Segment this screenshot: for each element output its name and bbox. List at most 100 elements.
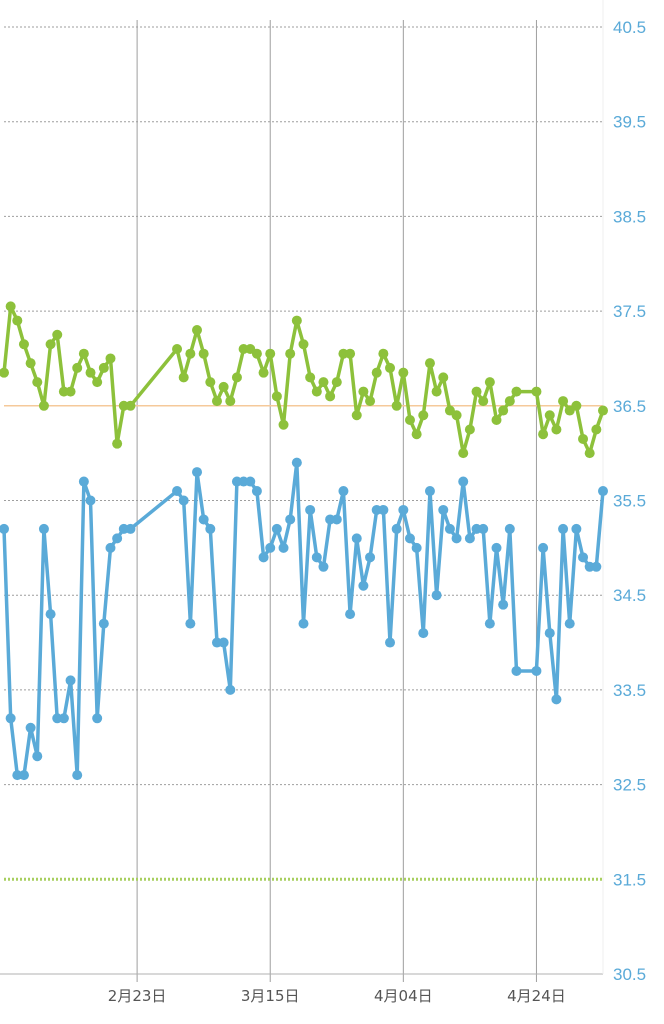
data-point <box>358 580 369 591</box>
data-point <box>358 386 369 397</box>
data-point <box>258 367 269 378</box>
data-point <box>45 609 56 620</box>
data-point <box>438 372 449 383</box>
data-point <box>231 372 242 383</box>
data-point <box>78 476 89 487</box>
data-point <box>92 377 103 388</box>
data-point <box>172 486 183 497</box>
y-tick-label: 34.5 <box>613 586 646 605</box>
data-point <box>464 533 475 544</box>
y-tick-label: 37.5 <box>613 302 646 321</box>
data-point <box>198 514 209 525</box>
data-point <box>92 713 103 724</box>
data-point <box>285 514 296 525</box>
data-point <box>25 358 36 369</box>
data-point <box>205 523 216 534</box>
data-point <box>125 400 136 411</box>
data-point <box>52 329 63 340</box>
data-point <box>365 552 376 563</box>
data-point <box>598 405 608 416</box>
data-point <box>178 372 189 383</box>
data-point <box>192 325 203 336</box>
data-point <box>378 504 389 515</box>
data-point <box>291 315 302 326</box>
data-point <box>211 396 222 407</box>
y-tick-label: 40.5 <box>613 18 646 37</box>
data-point <box>484 377 495 388</box>
data-point <box>538 542 549 553</box>
data-point <box>544 628 555 639</box>
y-tick-label: 38.5 <box>613 207 646 226</box>
data-point <box>185 618 196 629</box>
data-point <box>78 348 89 359</box>
data-point <box>431 590 442 601</box>
y-tick-label: 36.5 <box>613 397 646 416</box>
data-point <box>258 552 269 563</box>
data-point <box>32 751 43 762</box>
data-point <box>498 599 509 610</box>
data-point <box>125 523 136 534</box>
data-point <box>331 514 342 525</box>
data-point <box>571 400 582 411</box>
data-point <box>385 362 396 373</box>
data-point <box>285 348 296 359</box>
data-point <box>538 429 549 440</box>
data-point <box>225 396 236 407</box>
data-point <box>345 348 356 359</box>
data-point <box>5 301 16 312</box>
data-point <box>265 348 276 359</box>
data-point <box>65 675 76 686</box>
data-point <box>32 377 43 388</box>
data-point <box>205 377 216 388</box>
data-point <box>172 343 183 354</box>
y-tick-label: 30.5 <box>613 965 646 984</box>
data-point <box>291 457 302 468</box>
data-point <box>504 396 515 407</box>
data-point <box>0 523 9 534</box>
data-point <box>298 618 309 629</box>
data-point <box>105 542 116 553</box>
y-tick-label: 33.5 <box>613 681 646 700</box>
data-point <box>398 504 409 515</box>
data-point <box>218 381 229 392</box>
series-layer <box>0 301 608 781</box>
data-point <box>105 353 116 364</box>
data-point <box>531 665 542 676</box>
data-point <box>424 486 435 497</box>
data-point <box>185 348 196 359</box>
data-point <box>218 637 229 648</box>
data-point <box>598 486 608 497</box>
data-point <box>351 410 362 421</box>
y-tick-label: 31.5 <box>613 870 646 889</box>
data-point <box>385 637 396 648</box>
data-point <box>411 429 422 440</box>
data-point <box>251 486 262 497</box>
data-point <box>271 391 282 402</box>
data-point <box>544 410 555 421</box>
data-point <box>265 542 276 553</box>
data-point <box>311 552 322 563</box>
data-point <box>371 367 382 378</box>
data-point <box>5 713 16 724</box>
data-point <box>311 386 322 397</box>
y-tick-label: 35.5 <box>613 492 646 511</box>
horizontal-gridlines <box>4 26 603 880</box>
data-point <box>458 476 469 487</box>
x-tick-label: 2月23日 <box>108 987 167 1005</box>
data-point <box>72 362 83 373</box>
data-point <box>85 495 96 506</box>
data-point <box>18 339 29 350</box>
data-point <box>404 533 415 544</box>
data-point <box>444 523 455 534</box>
vertical-gridlines <box>136 20 537 982</box>
data-point <box>451 533 462 544</box>
data-point <box>338 486 349 497</box>
data-point <box>558 396 569 407</box>
data-point <box>318 377 329 388</box>
data-point <box>65 386 76 397</box>
data-point <box>305 372 316 383</box>
data-point <box>365 396 376 407</box>
data-point <box>398 367 409 378</box>
data-point <box>571 523 582 534</box>
data-point <box>72 770 83 781</box>
